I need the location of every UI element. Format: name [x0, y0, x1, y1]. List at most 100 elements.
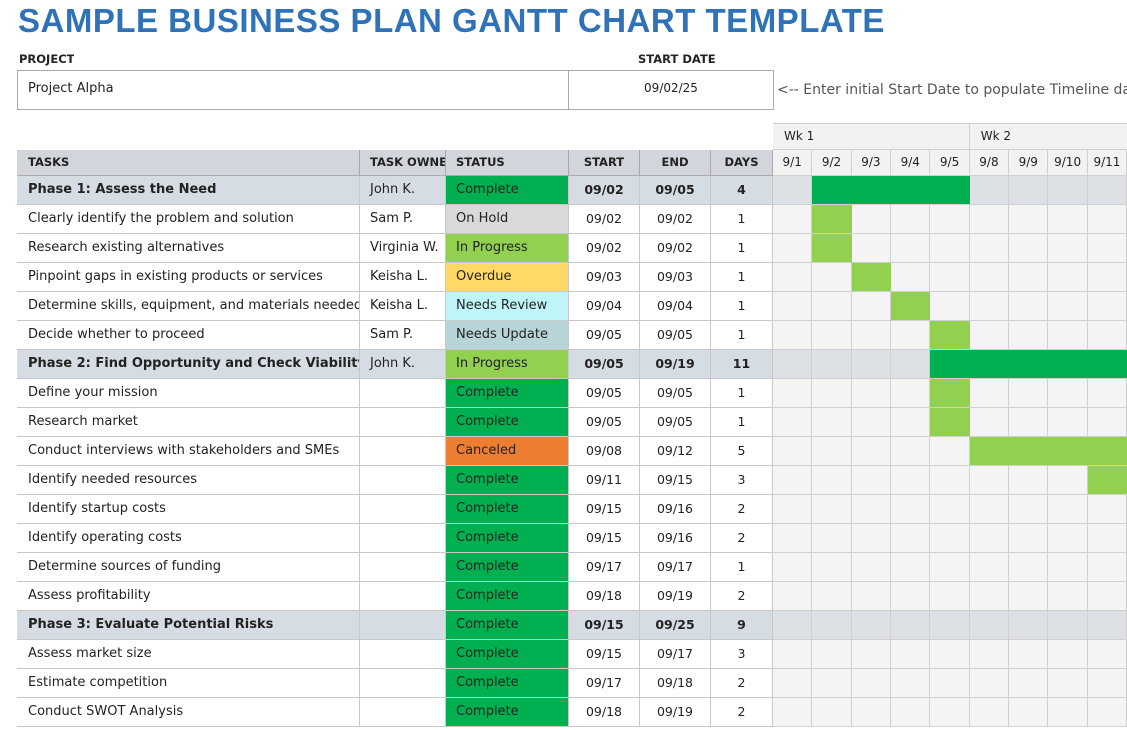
cell-owner[interactable]	[360, 611, 446, 640]
cell-task[interactable]: Phase 2: Find Opportunity and Check Viab…	[17, 350, 360, 379]
cell-task[interactable]: Conduct SWOT Analysis	[17, 698, 360, 727]
cell-days: 2	[711, 669, 773, 698]
timeline-cell	[930, 205, 970, 234]
cell-status[interactable]: Complete	[446, 495, 569, 524]
cell-status[interactable]: Complete	[446, 553, 569, 582]
project-name[interactable]: Project Alpha	[28, 81, 114, 96]
column-header: STATUS	[446, 150, 569, 176]
cell-owner[interactable]	[360, 553, 446, 582]
timeline-cell	[891, 669, 931, 698]
cell-owner[interactable]: Sam P.	[360, 205, 446, 234]
cell-owner[interactable]	[360, 669, 446, 698]
gantt-bar	[812, 234, 852, 262]
cell-status[interactable]: In Progress	[446, 234, 569, 263]
timeline-cell	[1087, 698, 1127, 727]
timeline-cell	[851, 292, 892, 321]
cell-status[interactable]: Needs Update	[446, 321, 569, 350]
cell-task[interactable]: Estimate competition	[17, 669, 360, 698]
cell-task[interactable]: Determine sources of funding	[17, 553, 360, 582]
cell-owner[interactable]: Sam P.	[360, 321, 446, 350]
gantt-bar	[969, 437, 1127, 465]
cell-task[interactable]: Phase 3: Evaluate Potential Risks	[17, 611, 360, 640]
timeline-cell	[812, 524, 852, 553]
timeline-cell	[969, 321, 1010, 350]
cell-status[interactable]: In Progress	[446, 350, 569, 379]
cell-start: 09/18	[569, 582, 640, 611]
timeline-cell	[1087, 582, 1127, 611]
cell-task[interactable]: Research existing alternatives	[17, 234, 360, 263]
timeline-cell	[1087, 263, 1127, 292]
timeline-cell	[773, 437, 813, 466]
timeline-cell	[851, 553, 892, 582]
cell-task[interactable]: Decide whether to proceed	[17, 321, 360, 350]
cell-owner[interactable]	[360, 408, 446, 437]
cell-task[interactable]: Phase 1: Assess the Need	[17, 176, 360, 205]
cell-start: 09/18	[569, 698, 640, 727]
timeline-cell	[930, 611, 970, 640]
gantt-bar	[930, 408, 970, 436]
cell-task[interactable]: Define your mission	[17, 379, 360, 408]
gantt-bar	[812, 205, 852, 233]
cell-status[interactable]: Complete	[446, 408, 569, 437]
cell-owner[interactable]	[360, 640, 446, 669]
cell-task[interactable]: Assess market size	[17, 640, 360, 669]
timeline-cell	[1087, 234, 1127, 263]
cell-status[interactable]: Complete	[446, 698, 569, 727]
cell-owner[interactable]: Virginia W.	[360, 234, 446, 263]
cell-status[interactable]: Canceled	[446, 437, 569, 466]
cell-owner[interactable]	[360, 698, 446, 727]
timeline-cell	[851, 321, 892, 350]
cell-status[interactable]: Complete	[446, 176, 569, 205]
cell-end: 09/02	[640, 205, 711, 234]
cell-end: 09/05	[640, 408, 711, 437]
timeline-cell	[812, 698, 852, 727]
timeline-cell	[891, 379, 931, 408]
cell-owner[interactable]	[360, 437, 446, 466]
cell-owner[interactable]	[360, 524, 446, 553]
timeline-cell	[969, 495, 1010, 524]
cell-days: 1	[711, 263, 773, 292]
day-label: 9/4	[891, 150, 931, 176]
cell-task[interactable]: Determine skills, equipment, and materia…	[17, 292, 360, 321]
cell-status[interactable]: Complete	[446, 669, 569, 698]
cell-task[interactable]: Research market	[17, 408, 360, 437]
cell-owner[interactable]: Keisha L.	[360, 263, 446, 292]
cell-task[interactable]: Identify needed resources	[17, 466, 360, 495]
cell-owner[interactable]: John K.	[360, 176, 446, 205]
cell-end: 09/19	[640, 698, 711, 727]
cell-task[interactable]: Pinpoint gaps in existing products or se…	[17, 263, 360, 292]
cell-task[interactable]: Clearly identify the problem and solutio…	[17, 205, 360, 234]
timeline-cell	[1009, 234, 1049, 263]
timeline-cell	[1009, 669, 1049, 698]
cell-owner[interactable]	[360, 495, 446, 524]
start-date[interactable]: 09/02/25	[644, 81, 698, 95]
cell-status[interactable]: Complete	[446, 524, 569, 553]
cell-task[interactable]: Assess profitability	[17, 582, 360, 611]
timeline-cell	[812, 466, 852, 495]
cell-status[interactable]: Complete	[446, 582, 569, 611]
cell-owner[interactable]	[360, 466, 446, 495]
cell-task[interactable]: Identify startup costs	[17, 495, 360, 524]
timeline-cell	[1048, 379, 1088, 408]
cell-status[interactable]: Needs Review	[446, 292, 569, 321]
timeline-cell	[930, 437, 970, 466]
cell-owner[interactable]	[360, 582, 446, 611]
timeline-cell	[891, 321, 931, 350]
project-label: PROJECT	[19, 52, 75, 66]
cell-start: 09/04	[569, 292, 640, 321]
cell-status[interactable]: On Hold	[446, 205, 569, 234]
cell-owner[interactable]: Keisha L.	[360, 292, 446, 321]
cell-status[interactable]: Complete	[446, 379, 569, 408]
timeline-cell	[812, 321, 852, 350]
cell-status[interactable]: Overdue	[446, 263, 569, 292]
cell-status[interactable]: Complete	[446, 640, 569, 669]
timeline-cell	[1009, 611, 1049, 640]
cell-task[interactable]: Conduct interviews with stakeholders and…	[17, 437, 360, 466]
cell-status[interactable]: Complete	[446, 611, 569, 640]
cell-status[interactable]: Complete	[446, 466, 569, 495]
cell-end: 09/17	[640, 640, 711, 669]
cell-task[interactable]: Identify operating costs	[17, 524, 360, 553]
cell-owner[interactable]	[360, 379, 446, 408]
cell-owner[interactable]: John K.	[360, 350, 446, 379]
